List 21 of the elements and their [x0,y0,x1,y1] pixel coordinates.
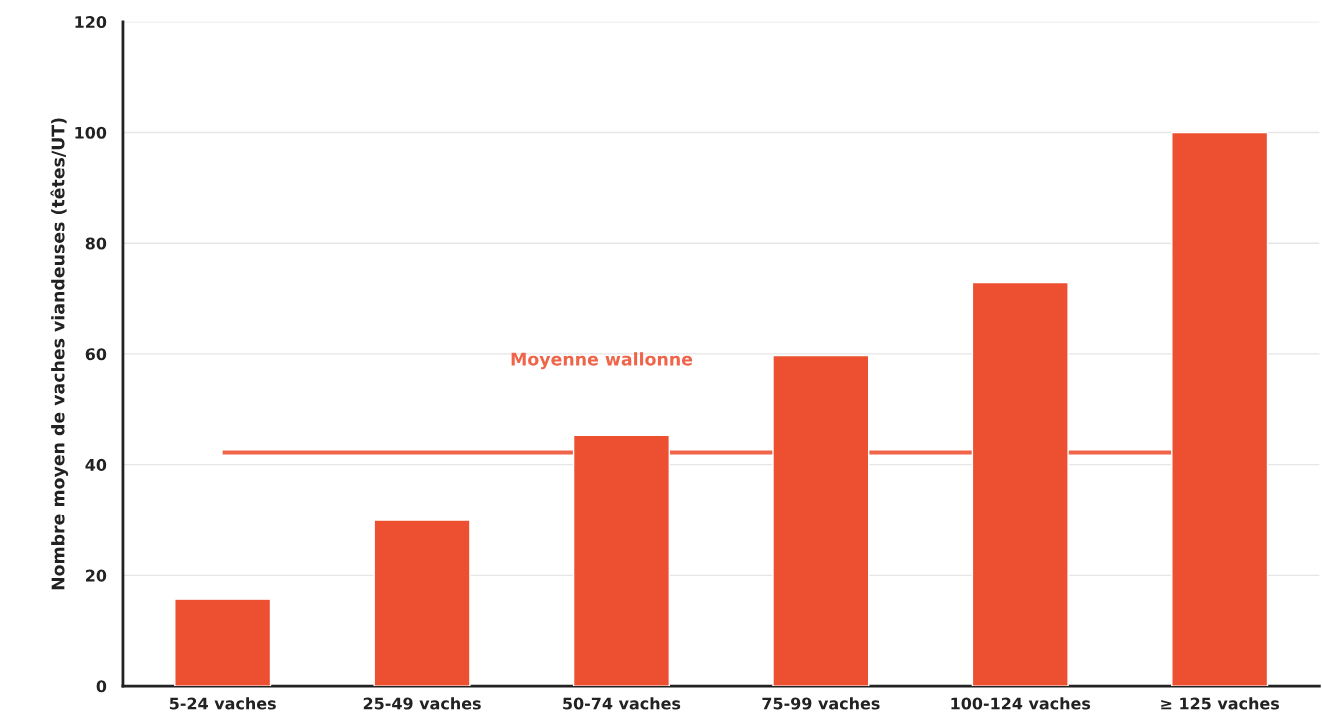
x-tick-label: 75-99 vaches [762,697,880,710]
bar [1171,131,1269,687]
x-tick-label: 5-24 vaches [169,697,276,710]
y-tick-label: 80 [85,237,107,250]
bar [772,354,870,687]
y-tick-label: 40 [85,458,107,471]
bar [373,519,471,687]
y-tick-label: 20 [86,569,107,582]
y-tick-label: 120 [75,15,107,29]
y-tick-label: 0 [96,680,107,693]
x-tick-label: 25-49 vaches [363,697,481,710]
y-tick-label: 60 [85,348,107,361]
y-tick-label: 100 [75,126,107,139]
ref-line-label: Moyenne wallonne [511,352,693,370]
x-tick-label: 100-124 vaches [951,697,1091,710]
bar [971,281,1069,687]
x-tick-label: 50-74 vaches [563,697,681,710]
bar [572,434,671,687]
bar [174,598,272,687]
y-axis-title: Nombre moyen de vaches viandeuses (têtes/UT) [50,118,69,590]
x-tick-label: ≥ 125 vaches [1161,697,1279,710]
